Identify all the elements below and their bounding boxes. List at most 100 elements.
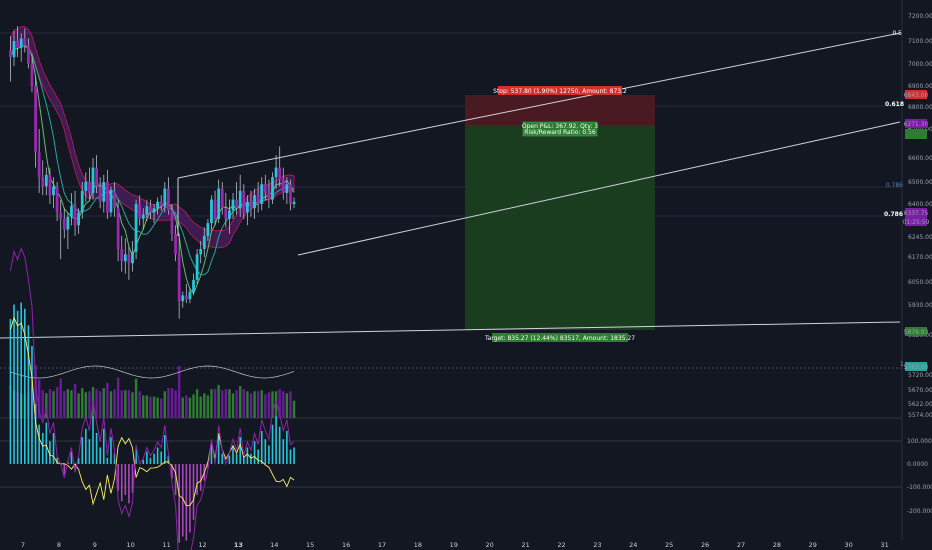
osc-bar-45 — [171, 464, 173, 479]
last-price-sub-tag: 01:25:59 — [903, 219, 930, 226]
trendline-lower-channel[interactable] — [297, 121, 901, 256]
volume-bar-69 — [256, 391, 260, 418]
candle-body-25 — [98, 186, 102, 202]
open-price-tag-bg — [905, 119, 927, 128]
volume-bar-53 — [199, 396, 202, 418]
volume-bar-54 — [203, 393, 206, 418]
volume-bar-67 — [249, 393, 253, 418]
osc-bar-21 — [85, 428, 87, 464]
volume-bar-64 — [238, 386, 242, 418]
candle-body-57 — [213, 199, 217, 219]
time-tick-16: 16 — [342, 541, 350, 549]
candle-body-64 — [238, 190, 242, 209]
volume-bar-65 — [242, 389, 245, 418]
time-tick-14: 14 — [270, 541, 278, 549]
candle-body-58 — [217, 188, 221, 219]
volume-bar-21 — [84, 392, 88, 418]
osc-bar-52 — [196, 464, 198, 496]
time-tick-24: 24 — [629, 541, 637, 549]
volume-bar-8 — [37, 379, 41, 418]
candle-body-35 — [134, 204, 138, 252]
open-price-tag-green — [905, 129, 927, 139]
candle-body-74 — [274, 167, 278, 178]
candle-body-15 — [62, 218, 66, 230]
volume-bar-48 — [181, 397, 184, 418]
osc-bar-5 — [27, 325, 30, 464]
volume-bar-70 — [260, 390, 263, 418]
osc-bar-35 — [135, 449, 137, 464]
candle-body-8 — [37, 152, 41, 178]
volume-bar-56 — [210, 389, 213, 418]
candle-body-75 — [278, 167, 282, 180]
candle-body-43 — [163, 188, 167, 207]
candle-body-38 — [145, 206, 149, 215]
osc-bar-31 — [120, 464, 123, 502]
price-tick-10: 6170.00 — [908, 254, 932, 261]
time-tick-31: 31 — [880, 541, 888, 549]
volume-bar-59 — [221, 390, 224, 418]
volume-bar-79 — [292, 400, 296, 418]
candle-body-70 — [260, 184, 264, 204]
last-price-tag: 6337.75 — [904, 210, 929, 217]
volume-tick-3: 5574.00 — [908, 412, 932, 419]
trendlines[interactable] — [0, 32, 901, 339]
osc-level-label: 1 — [900, 361, 904, 368]
stop-zone[interactable] — [465, 95, 655, 125]
time-axis[interactable]: 7 8 9 10 11 12 13 14 15 16 17 18 19 20 21 22 23 24 25 26 27 2… — [21, 541, 889, 549]
candle-body-69 — [256, 195, 260, 204]
oscillator-panel — [9, 247, 295, 550]
osc-bar-41 — [156, 447, 159, 464]
candle-body-49 — [184, 295, 188, 300]
osc-bar-10 — [45, 422, 48, 464]
time-tick-17: 17 — [378, 541, 386, 549]
candle-body-26 — [102, 182, 106, 202]
volume-bar-13 — [55, 387, 59, 418]
osc-bar-39 — [149, 457, 152, 464]
volume-bar-45 — [170, 388, 174, 418]
volume-tick-2: 5622.00 — [908, 401, 932, 408]
osc-signal-line — [10, 316, 295, 507]
osc-bar-56 — [210, 445, 213, 464]
target-label-bg — [492, 333, 628, 342]
time-tick-9: 9 — [93, 541, 97, 549]
time-tick-26: 26 — [701, 541, 709, 549]
osc-bar-46 — [174, 464, 177, 496]
volume-bar-10 — [45, 393, 48, 418]
candle-body-30 — [116, 208, 120, 249]
candle-body-21 — [84, 182, 88, 191]
volume-bar-40 — [152, 396, 156, 418]
volume-bar-57 — [213, 389, 217, 418]
target-zone[interactable] — [465, 125, 655, 330]
osc-bar-63 — [235, 453, 238, 464]
price-tick-12: 5930.00 — [908, 302, 932, 309]
osc-bar-49 — [185, 464, 188, 541]
volume-bar-62 — [231, 393, 235, 418]
volume-bar-50 — [188, 397, 192, 418]
candle-body-11 — [48, 174, 52, 196]
osc-bar-1 — [13, 304, 15, 464]
volume-tick-1: 5670.00 — [908, 387, 932, 394]
trendline-upper-channel[interactable] — [177, 32, 901, 179]
fib-label-786-lower: 0.786 — [884, 211, 903, 218]
volume-bar-24 — [95, 389, 98, 418]
volume-bar-75 — [278, 389, 281, 418]
target-price-tag-bg — [905, 327, 927, 336]
osc-bar-58 — [217, 435, 220, 464]
price-tick-8: 6400.00 — [908, 201, 932, 208]
candle-body-13 — [55, 186, 59, 213]
volume-bar-15 — [63, 391, 66, 418]
osc-bar-76 — [282, 439, 285, 464]
price-tick-11: 6050.00 — [908, 279, 932, 286]
volume-bar-18 — [73, 383, 77, 418]
trendline-support[interactable] — [0, 321, 901, 339]
candle-body-40 — [152, 208, 156, 213]
volume-bar-39 — [149, 396, 152, 418]
candle-body-77 — [285, 184, 289, 193]
candle-body-45 — [170, 210, 174, 234]
volume-price-tag: 5763.00 — [904, 364, 929, 371]
price-tick-6: 6600.00 — [908, 155, 932, 162]
osc-bar-68 — [253, 441, 256, 464]
volume-panel — [9, 364, 296, 418]
